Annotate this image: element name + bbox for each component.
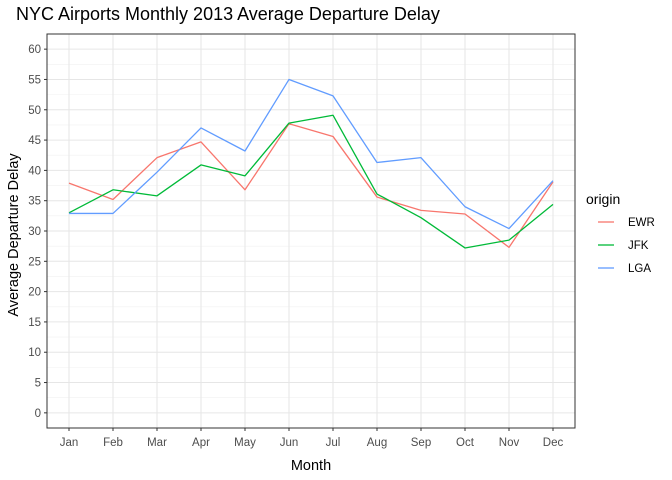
legend: origin EWR JFK LGA <box>586 191 655 275</box>
series-line-ewr <box>68 123 554 249</box>
x-axis: Jan Feb Mar Apr May Jun Jul Aug Sep Oct Nov Dec <box>60 428 564 449</box>
y-tick-label: 20 <box>28 287 41 299</box>
x-tick-label: Feb <box>103 437 123 449</box>
y-tick-label: 55 <box>28 74 41 86</box>
x-axis-title: Month <box>291 458 331 474</box>
y-tick-label: 30 <box>28 226 41 238</box>
series-line-jfk <box>68 114 554 249</box>
y-tick-label: 25 <box>28 256 41 268</box>
x-tick-label: Oct <box>456 437 475 449</box>
legend-label-ewr: EWR <box>628 217 655 229</box>
y-tick-label: 0 <box>35 408 41 420</box>
y-axis: 0 5 10 15 20 25 30 35 40 45 50 55 60 <box>28 44 47 420</box>
y-tick-label: 5 <box>35 378 41 390</box>
x-tick-label: Jun <box>280 437 299 449</box>
y-tick-label: 50 <box>28 105 41 117</box>
y-tick-label: 35 <box>28 196 41 208</box>
minor-gridlines <box>47 64 575 398</box>
x-tick-label: Jan <box>60 437 79 449</box>
y-tick-label: 45 <box>28 135 41 147</box>
series-lines <box>68 78 554 249</box>
x-tick-label: Aug <box>367 437 387 449</box>
x-tick-label: May <box>234 437 256 449</box>
legend-label-jfk: JFK <box>628 240 649 252</box>
x-tick-label: Sep <box>411 437 431 449</box>
y-tick-label: 60 <box>28 44 41 56</box>
x-tick-label: Mar <box>147 437 167 449</box>
y-tick-label: 40 <box>28 165 41 177</box>
series-line-lga <box>69 78 554 230</box>
y-axis-title: Average Departure Delay <box>6 153 22 317</box>
y-tick-label: 10 <box>28 347 41 359</box>
x-tick-label: Jul <box>326 437 341 449</box>
y-tick-label: 15 <box>28 317 41 329</box>
x-tick-label: Dec <box>543 437 564 449</box>
legend-title: origin <box>586 191 620 207</box>
chart-title: NYC Airports Monthly 2013 Average Depart… <box>16 4 440 24</box>
x-tick-label: Apr <box>192 437 210 449</box>
x-tick-label: Nov <box>499 437 520 449</box>
legend-label-lga: LGA <box>628 263 651 275</box>
